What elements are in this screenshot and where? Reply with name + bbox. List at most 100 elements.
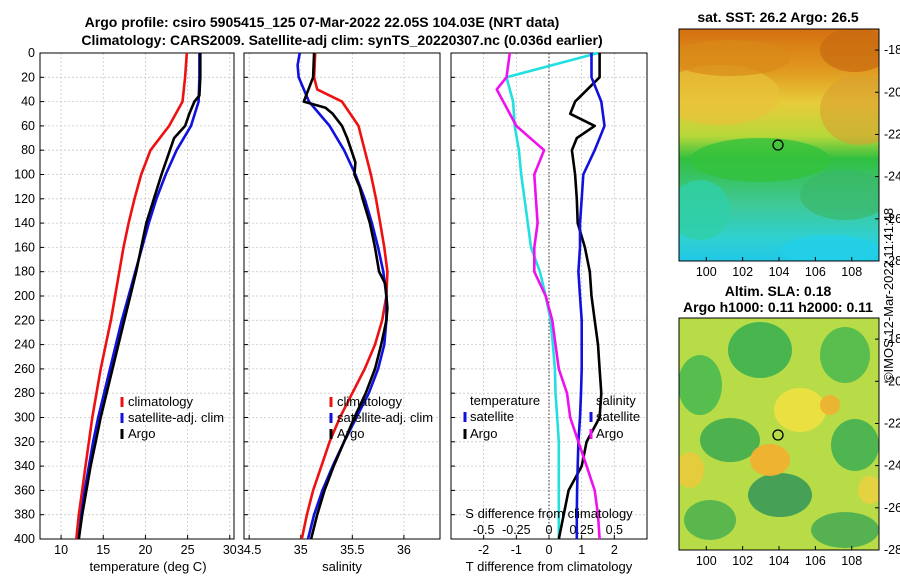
s-diff-tick-label: 0 (546, 523, 553, 537)
series-line-climatology (300, 52, 389, 540)
y-tick-label: 40 (21, 95, 35, 109)
map-y-tick-label: -26 (884, 212, 900, 226)
map-y-tick-label: -20 (884, 374, 900, 388)
map-y-tick-label: -18 (884, 332, 900, 346)
series-line-climatology (75, 52, 189, 540)
s-difference-axis-label: S difference from climatology (465, 506, 633, 521)
x-tick-label: 2 (611, 543, 618, 557)
sla-map-title: Altim. SLA: 0.18 (725, 283, 832, 299)
x-tick-label: 34.5 (237, 543, 261, 557)
legend-label: satellite-adj. clim (128, 410, 224, 425)
legend-label: satellite-adj. clim (337, 410, 433, 425)
legend-label: climatology (128, 394, 194, 409)
figure-title-line2: Climatology: CARS2009. Satellite-adj cli… (81, 32, 602, 48)
x-tick-label: -1 (511, 543, 522, 557)
salinity-axis-label: salinity (322, 559, 362, 574)
y-tick-label: 360 (14, 483, 35, 497)
map-x-tick-label: 100 (696, 265, 717, 279)
sla-map-image (679, 318, 879, 550)
x-tick-label: 35 (294, 543, 308, 557)
map-x-tick-label: 106 (805, 554, 826, 568)
series-line-satellite-adj-clim (77, 53, 201, 540)
map-x-tick-label: 104 (769, 265, 790, 279)
map-y-tick-label: -24 (884, 459, 900, 473)
series-line-salinity-argo (495, 52, 601, 540)
s-diff-tick-label: 0.5 (606, 523, 623, 537)
map-x-tick-label: 102 (732, 554, 753, 568)
sst-argo-location-marker (772, 139, 784, 151)
x-tick-label: 25 (181, 543, 195, 557)
figure-title-line1: Argo profile: csiro 5905415_125 07-Mar-2… (85, 14, 560, 30)
y-tick-label: 280 (14, 386, 35, 400)
series-line-argo (77, 53, 202, 540)
series-line-temperature-argo (557, 53, 603, 540)
y-tick-label: 300 (14, 411, 35, 425)
x-tick-label: -2 (478, 543, 489, 557)
sla-map-subtitle: Argo h1000: 0.11 h2000: 0.11 (683, 299, 873, 315)
y-tick-label: 340 (14, 459, 35, 473)
legend-label: Argo (128, 426, 155, 441)
sst-map-image (679, 29, 879, 261)
s-diff-tick-label: 0.25 (569, 523, 593, 537)
t-difference-axis-label: T difference from climatology (466, 559, 633, 574)
map-x-tick-label: 108 (841, 265, 862, 279)
y-tick-label: 380 (14, 508, 35, 522)
sla-map-axes: 100 102 104 106 108 -18 -20 -22 -24 -26 -28 (696, 332, 900, 568)
legend-label: Argo (337, 426, 364, 441)
y-tick-label: 60 (21, 119, 35, 133)
map-x-tick-label: 108 (841, 554, 862, 568)
x-tick-label: 15 (96, 543, 110, 557)
x-tick-label: 30 (223, 543, 237, 557)
legend-label: climatology (337, 394, 403, 409)
temperature-axis-label: temperature (deg C) (89, 559, 206, 574)
y-tick-label: 20 (21, 70, 35, 84)
map-x-tick-label: 106 (805, 265, 826, 279)
legend-salinity-heading: salinity (596, 393, 636, 408)
map-y-tick-label: -28 (884, 254, 900, 268)
x-tick-label: 0 (546, 543, 553, 557)
y-tick-label: 200 (14, 289, 35, 303)
x-tick-label: 20 (138, 543, 152, 557)
legend-label: Argo (470, 426, 497, 441)
y-tick-label: 240 (14, 338, 35, 352)
map-y-tick-label: -20 (884, 85, 900, 99)
x-tick-label: 36 (397, 543, 411, 557)
map-y-tick-label: -28 (884, 543, 900, 557)
series-line-argo (302, 52, 389, 540)
map-x-tick-label: 100 (696, 554, 717, 568)
x-tick-label: 35.5 (340, 543, 364, 557)
map-x-tick-label: 102 (732, 265, 753, 279)
difference-panel: -2 -1 0 1 2 -0.5 -0.25 0 0.25 0.5 temperature salin… (450, 51, 648, 557)
legend-label: satellite (596, 409, 640, 424)
legend-label: satellite (470, 409, 514, 424)
y-tick-label: 160 (14, 240, 35, 254)
sst-map-axes: 100 102 104 106 108 -18 -20 -22 -24 -26 -28 (696, 43, 900, 279)
x-tick-label: 10 (54, 543, 68, 557)
map-y-tick-label: -18 (884, 43, 900, 57)
map-x-tick-label: 104 (769, 554, 790, 568)
y-tick-label: 100 (14, 168, 35, 182)
y-tick-label: 400 (14, 532, 35, 546)
legend-label: Argo (596, 426, 623, 441)
y-tick-label: 0 (28, 46, 35, 60)
map-y-tick-label: -26 (884, 501, 900, 515)
y-tick-label: 140 (14, 216, 35, 230)
y-tick-label: 180 (14, 265, 35, 279)
y-tick-label: 80 (21, 143, 35, 157)
y-tick-label: 320 (14, 435, 35, 449)
s-diff-tick-label: -0.5 (473, 523, 495, 537)
s-diff-tick-label: -0.25 (502, 523, 531, 537)
temperature-panel: 10 15 20 25 30020406080100120140160180200220… (14, 46, 237, 557)
sla-argo-location-marker (772, 429, 784, 441)
y-tick-label: 260 (14, 362, 35, 376)
map-y-tick-label: -24 (884, 170, 900, 184)
map-y-tick-label: -22 (884, 416, 900, 430)
imos-credit: ©IMOS 12-Mar-2022 11:41:48 (881, 208, 896, 382)
map-y-tick-label: -22 (884, 127, 900, 141)
sst-map-title: sat. SST: 26.2 Argo: 26.5 (697, 9, 859, 25)
series-line-salinity-satellite (575, 53, 606, 539)
x-tick-label: 1 (578, 543, 585, 557)
y-tick-label: 120 (14, 192, 35, 206)
